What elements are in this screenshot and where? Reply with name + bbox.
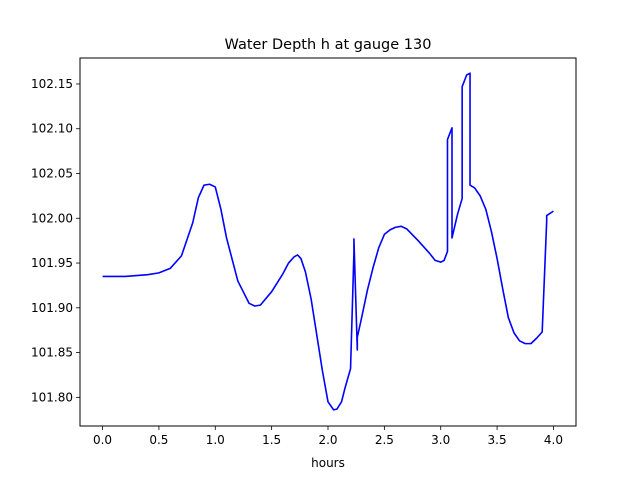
x-tick-label: 3.5	[488, 433, 507, 447]
x-axis-label: hours	[311, 456, 345, 470]
x-tick-label: 0.0	[93, 433, 112, 447]
x-tick-label: 2.5	[375, 433, 394, 447]
x-tick-label: 4.0	[544, 433, 563, 447]
y-tick-label: 102.10	[31, 122, 73, 136]
y-tick-label: 102.00	[31, 211, 73, 225]
y-tick-label: 102.15	[31, 77, 73, 91]
y-tick-label: 102.05	[31, 167, 73, 181]
y-tick-label: 101.90	[31, 301, 73, 315]
series-line-0	[102, 72, 554, 411]
x-tick-label: 1.5	[262, 433, 281, 447]
x-tick-label: 1.0	[206, 433, 225, 447]
x-tick-label: 3.0	[431, 433, 450, 447]
y-tick-label: 101.85	[31, 346, 73, 360]
plot-area	[102, 72, 554, 411]
x-tick-label: 0.5	[149, 433, 168, 447]
chart-title: Water Depth h at gauge 130	[225, 37, 432, 53]
y-tick-label: 101.80	[31, 390, 73, 404]
y-tick-label: 101.95	[31, 256, 73, 270]
x-tick-label: 2.0	[318, 433, 337, 447]
